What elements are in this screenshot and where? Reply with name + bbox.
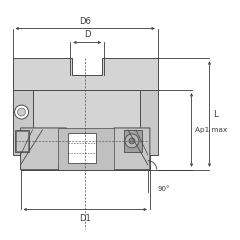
Circle shape <box>18 108 25 116</box>
Circle shape <box>15 105 29 119</box>
Text: D6: D6 <box>79 17 91 25</box>
Bar <box>68 133 96 163</box>
Circle shape <box>129 138 135 144</box>
Bar <box>16 131 28 151</box>
Text: D: D <box>84 30 90 39</box>
Polygon shape <box>13 58 158 90</box>
Bar <box>15 130 29 152</box>
Polygon shape <box>21 128 66 170</box>
Polygon shape <box>112 128 150 170</box>
Bar <box>124 130 142 152</box>
Bar <box>58 128 114 170</box>
Circle shape <box>125 134 139 148</box>
Text: D1: D1 <box>79 215 91 223</box>
Bar <box>13 90 32 155</box>
Bar <box>140 90 158 155</box>
Text: L: L <box>213 109 218 119</box>
Bar <box>21 90 150 170</box>
Text: Ap1 max: Ap1 max <box>195 127 227 133</box>
Text: 90°: 90° <box>158 186 170 192</box>
